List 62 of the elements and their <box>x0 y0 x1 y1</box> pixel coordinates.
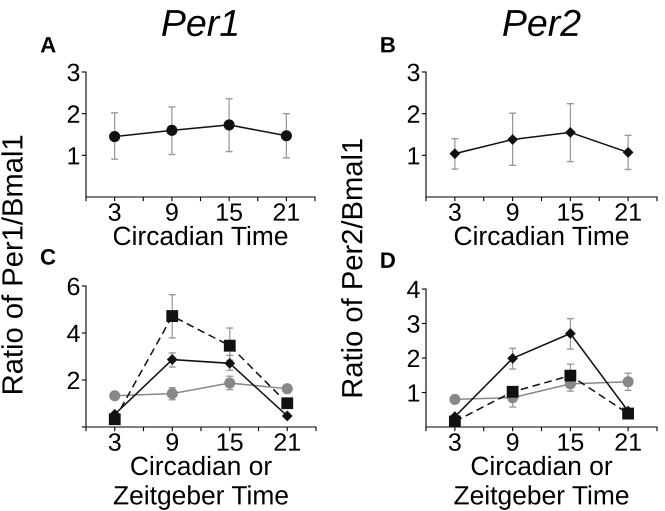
x-tick-label: 3 <box>108 203 120 221</box>
point <box>623 147 634 158</box>
y-tick-label: 1 <box>408 147 420 164</box>
x-axis-title: Circadian or Zeitgeber Time <box>114 456 288 510</box>
y-tick-label: 1 <box>68 147 80 164</box>
x-axis-title: Circadian Time <box>454 226 628 246</box>
point <box>280 130 292 142</box>
point <box>449 394 460 405</box>
y-tick-label: 4 <box>407 280 420 298</box>
y-tick-label: 1 <box>408 384 420 402</box>
text: A <box>40 37 56 52</box>
y-tick-label: 2 <box>68 105 80 123</box>
point <box>622 376 634 388</box>
point <box>109 131 120 142</box>
x-axis-title: Circadian Time <box>114 226 288 246</box>
x-tick-label: 15 <box>558 433 584 451</box>
chart-title: Per2 <box>503 10 581 36</box>
x-tick-label: 3 <box>448 203 461 221</box>
point <box>564 370 576 382</box>
y-tick-label: 3 <box>407 315 420 333</box>
x-tick-label: 15 <box>218 433 243 451</box>
point <box>565 127 576 138</box>
point <box>224 358 235 368</box>
x-tick-label: 3 <box>448 433 461 451</box>
y-tick-label: 6 <box>68 278 80 296</box>
y-axis-title: Ratio of Per1/Bmal1 <box>1 136 23 393</box>
text: B <box>381 37 395 52</box>
point <box>565 328 576 339</box>
x-axis-title: Circadian or Zeitgeber Time <box>454 456 628 510</box>
point <box>166 124 178 136</box>
x-tick-label: 9 <box>506 433 518 451</box>
point <box>506 386 519 398</box>
point <box>508 134 518 145</box>
x-tick-label: 9 <box>506 203 518 221</box>
x-tick-label: 21 <box>274 433 300 451</box>
y-tick-label: 2 <box>408 105 420 123</box>
y-axis-title: Ratio of Per2/Bmal1 <box>341 139 362 396</box>
point <box>282 410 292 422</box>
point <box>281 397 294 410</box>
point <box>166 310 178 322</box>
point <box>167 354 178 365</box>
x-tick-label: 21 <box>615 433 641 451</box>
x-tick-label: 9 <box>166 433 178 451</box>
x-tick-label: 21 <box>615 203 641 221</box>
y-tick-label: 3 <box>67 64 80 82</box>
point <box>224 119 235 130</box>
y-tick-label: 4 <box>67 324 80 342</box>
point <box>224 340 236 352</box>
text: D <box>381 252 395 268</box>
x-tick-label: 3 <box>108 433 121 451</box>
y-tick-label: 2 <box>408 350 420 368</box>
point <box>508 353 518 364</box>
x-tick-label: 9 <box>166 203 178 221</box>
y-tick-label: 3 <box>407 64 420 82</box>
point <box>450 148 460 159</box>
point <box>109 390 120 402</box>
y-tick-label: 2 <box>68 372 80 390</box>
x-tick-label: 21 <box>274 203 300 221</box>
x-tick-label: 15 <box>558 203 584 221</box>
text: C <box>40 248 56 265</box>
chart-title: Per1 <box>162 10 237 36</box>
x-tick-label: 15 <box>217 203 242 221</box>
